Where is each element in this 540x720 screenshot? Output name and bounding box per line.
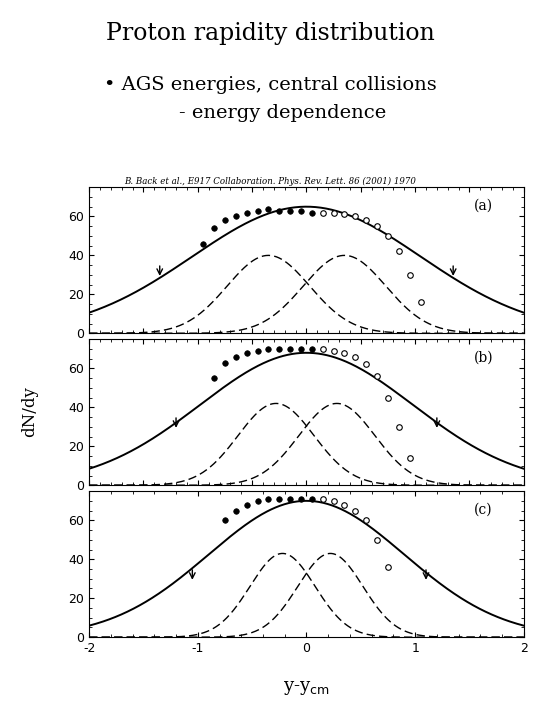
Text: B. Back et al., E917 Collaboration. Phys. Rev. Lett. 86 (2001) 1970: B. Back et al., E917 Collaboration. Phys… [124,176,416,186]
Text: dN/dy: dN/dy [21,387,38,437]
Text: (a): (a) [474,199,493,213]
Text: - energy dependence: - energy dependence [154,104,386,122]
Text: (c): (c) [474,503,492,517]
Text: (b): (b) [474,351,494,365]
Text: y-y$_{\rm cm}$: y-y$_{\rm cm}$ [283,678,329,697]
Text: Proton rapidity distribution: Proton rapidity distribution [106,22,434,45]
Text: • AGS energies, central collisions: • AGS energies, central collisions [104,76,436,94]
